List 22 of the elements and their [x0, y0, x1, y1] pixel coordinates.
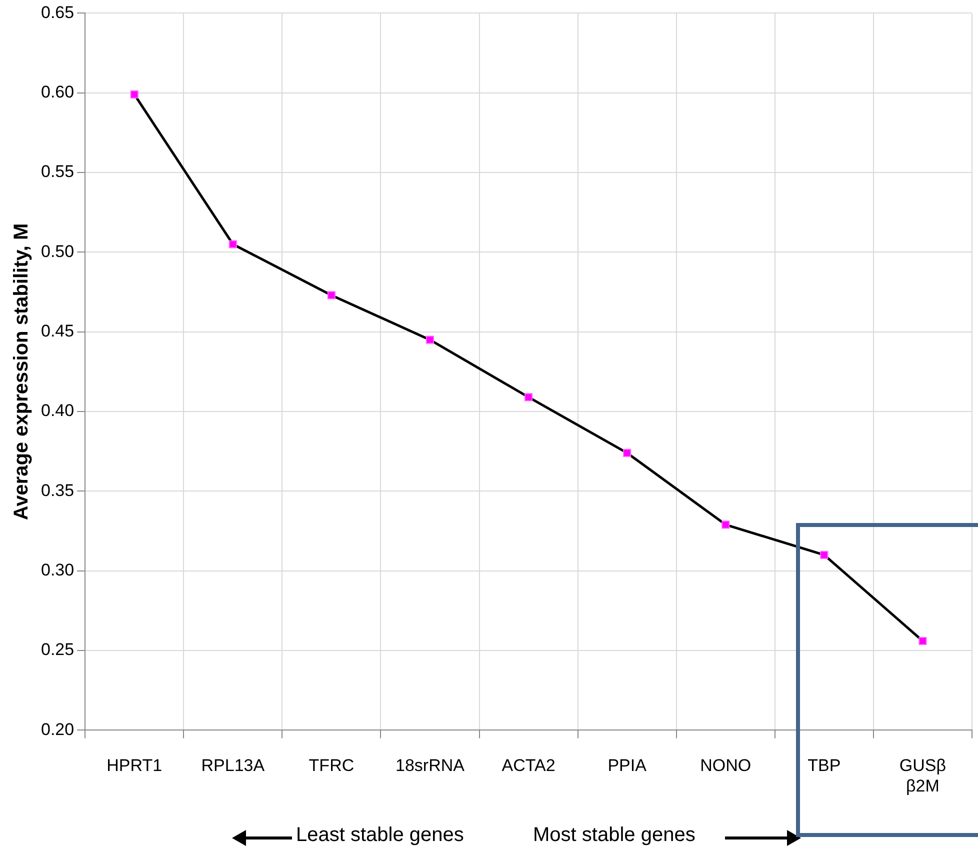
y-tick-label: 0.25 — [40, 640, 74, 660]
y-tick-label: 0.55 — [40, 162, 74, 182]
x-tick-label: 18srRNA — [396, 756, 466, 776]
y-tick-label: 0.40 — [40, 401, 74, 420]
x-tick-label: TFRC — [308, 756, 354, 776]
y-tick-label: 0.65 — [40, 2, 74, 22]
y-axis-title: Average expression stability, M — [10, 223, 33, 520]
x-tick-label: HPRT1 — [106, 756, 162, 776]
y-tick-label: 0.20 — [40, 720, 74, 739]
x-tick-label: PPIA — [608, 756, 648, 776]
text: Most stable genes — [533, 824, 696, 847]
x-tick-label: RPL13A — [201, 756, 266, 776]
y-tick-label: 0.60 — [40, 82, 74, 102]
x-tick-label: NONO — [700, 756, 752, 776]
y-tick-label: 0.35 — [40, 480, 74, 500]
text: Least stable genes — [296, 824, 464, 847]
x-tick-label: GUSβ β2M — [899, 756, 946, 796]
y-tick-label: 0.50 — [40, 242, 74, 261]
y-tick-label: 0.45 — [40, 322, 74, 341]
y-tick-label: 0.30 — [40, 560, 74, 580]
x-tick-label: TBP — [808, 756, 841, 776]
x-tick-label: ACTA2 — [502, 756, 556, 776]
